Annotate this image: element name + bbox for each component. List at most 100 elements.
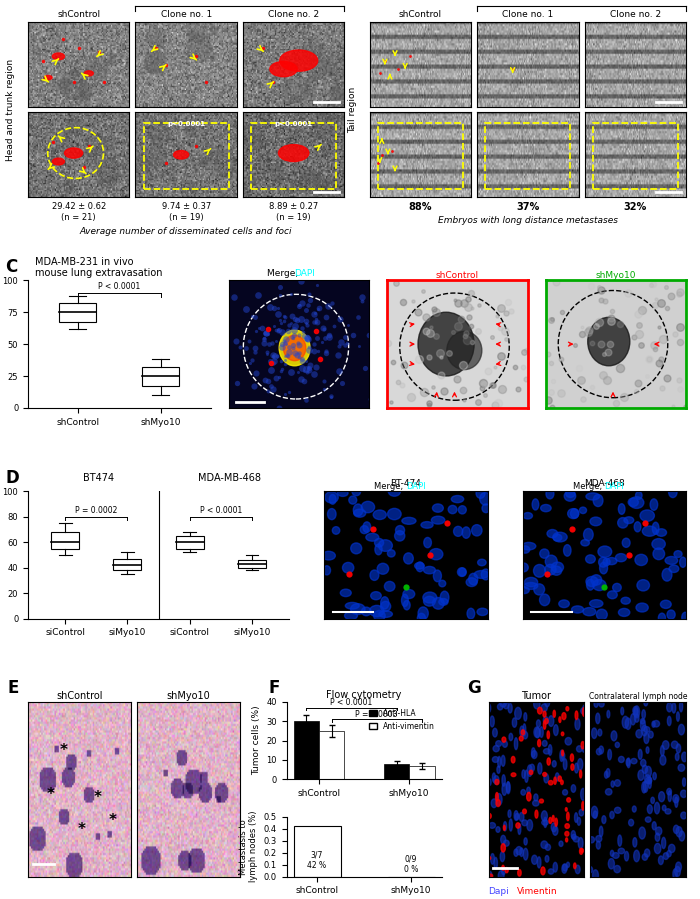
Text: Merge,: Merge, (573, 482, 604, 491)
Ellipse shape (502, 775, 505, 787)
Ellipse shape (606, 788, 612, 795)
Text: F: F (269, 680, 281, 698)
Ellipse shape (403, 601, 410, 610)
Ellipse shape (352, 488, 361, 495)
Ellipse shape (498, 756, 500, 768)
Ellipse shape (661, 745, 664, 756)
Ellipse shape (488, 874, 493, 878)
Ellipse shape (606, 769, 610, 778)
Ellipse shape (546, 488, 554, 499)
Ellipse shape (459, 568, 466, 576)
Ellipse shape (608, 750, 612, 760)
Ellipse shape (433, 570, 442, 582)
Text: Merge,: Merge, (267, 269, 301, 278)
Ellipse shape (322, 551, 335, 560)
Ellipse shape (477, 559, 486, 565)
Ellipse shape (674, 551, 682, 557)
Ellipse shape (648, 805, 652, 814)
Text: E: E (7, 680, 18, 698)
Ellipse shape (337, 490, 348, 496)
Ellipse shape (600, 562, 608, 574)
Ellipse shape (496, 799, 500, 806)
Ellipse shape (643, 526, 657, 536)
Ellipse shape (524, 838, 527, 845)
Ellipse shape (656, 827, 662, 835)
Ellipse shape (564, 545, 571, 556)
Ellipse shape (511, 756, 515, 763)
Ellipse shape (586, 493, 600, 500)
Text: Clone no. 2: Clone no. 2 (268, 10, 319, 19)
Ellipse shape (542, 772, 547, 777)
Ellipse shape (593, 580, 606, 591)
Ellipse shape (648, 777, 652, 784)
Text: BT474: BT474 (83, 474, 114, 484)
Ellipse shape (565, 823, 569, 828)
Ellipse shape (349, 496, 357, 504)
Ellipse shape (682, 778, 686, 787)
Ellipse shape (519, 563, 528, 572)
Ellipse shape (523, 512, 533, 519)
Ellipse shape (497, 766, 500, 773)
Text: P < 0.0001: P < 0.0001 (199, 505, 241, 515)
Ellipse shape (607, 710, 610, 718)
Ellipse shape (682, 612, 689, 623)
Ellipse shape (676, 753, 679, 761)
Bar (51, 532, 79, 548)
Ellipse shape (583, 608, 596, 616)
Ellipse shape (540, 594, 550, 606)
Ellipse shape (431, 516, 445, 524)
Ellipse shape (522, 730, 524, 734)
Ellipse shape (611, 731, 617, 741)
Ellipse shape (581, 742, 584, 749)
Ellipse shape (516, 823, 520, 828)
Text: MDA-468: MDA-468 (584, 479, 625, 488)
Title: Contralateral lymph node: Contralateral lymph node (589, 692, 687, 701)
Ellipse shape (640, 720, 645, 731)
Ellipse shape (619, 756, 624, 762)
Ellipse shape (543, 721, 546, 729)
Ellipse shape (665, 556, 678, 565)
Ellipse shape (545, 565, 556, 574)
Ellipse shape (667, 717, 671, 725)
Ellipse shape (458, 567, 466, 576)
Ellipse shape (503, 825, 505, 831)
Ellipse shape (563, 864, 568, 871)
Ellipse shape (519, 736, 523, 741)
Ellipse shape (629, 497, 644, 509)
Ellipse shape (682, 752, 687, 761)
Ellipse shape (501, 755, 505, 766)
Ellipse shape (639, 827, 645, 839)
Ellipse shape (575, 865, 580, 874)
Ellipse shape (612, 852, 619, 859)
Ellipse shape (525, 770, 528, 782)
Ellipse shape (522, 820, 528, 826)
Ellipse shape (552, 815, 554, 822)
Ellipse shape (562, 864, 567, 873)
Ellipse shape (673, 868, 678, 879)
Ellipse shape (675, 867, 680, 877)
Ellipse shape (537, 857, 541, 868)
Text: shControl: shControl (57, 10, 100, 19)
Ellipse shape (328, 509, 336, 520)
Ellipse shape (589, 837, 594, 843)
Ellipse shape (642, 725, 648, 736)
Ellipse shape (621, 597, 630, 604)
Ellipse shape (533, 565, 545, 577)
Ellipse shape (676, 743, 680, 753)
Ellipse shape (615, 807, 621, 814)
Ellipse shape (531, 748, 536, 757)
Ellipse shape (377, 564, 388, 574)
Ellipse shape (615, 779, 620, 787)
Ellipse shape (575, 813, 577, 823)
Ellipse shape (476, 488, 485, 498)
Ellipse shape (489, 823, 496, 828)
Ellipse shape (374, 539, 384, 547)
Ellipse shape (568, 509, 579, 519)
Ellipse shape (617, 518, 628, 528)
Ellipse shape (555, 818, 557, 826)
Ellipse shape (375, 544, 382, 555)
Ellipse shape (503, 841, 509, 846)
Ellipse shape (571, 764, 574, 770)
Ellipse shape (486, 871, 492, 879)
Ellipse shape (669, 565, 679, 573)
